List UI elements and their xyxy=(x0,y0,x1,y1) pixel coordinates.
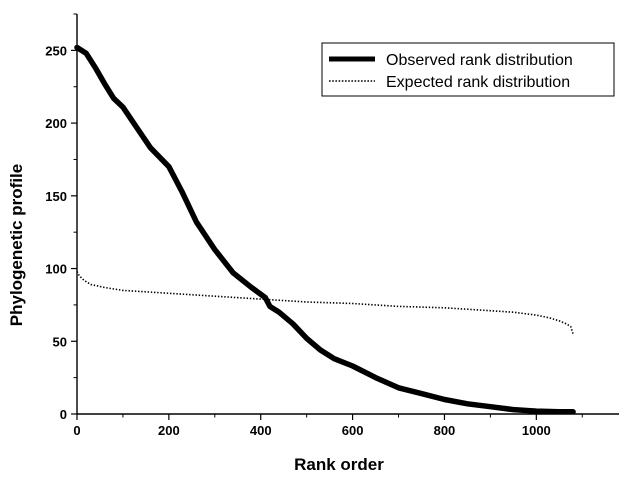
y-tick-label: 50 xyxy=(53,334,67,349)
x-tick-label: 1000 xyxy=(522,423,551,438)
x-ticks: 0 200 400 600 800 1000 xyxy=(73,414,583,438)
series-observed-line xyxy=(74,44,576,415)
plot-area xyxy=(76,14,619,415)
y-tick-label: 250 xyxy=(45,43,67,58)
legend-label-expected: Expected rank distribution xyxy=(386,74,570,91)
y-tick-label: 0 xyxy=(60,407,67,422)
legend-label-observed: Observed rank distribution xyxy=(386,52,573,69)
x-axis-title: Rank order xyxy=(294,455,384,474)
x-tick-label: 400 xyxy=(250,423,272,438)
y-axis-title: Phylogenetic profile xyxy=(7,164,26,326)
y-tick-label: 150 xyxy=(45,189,67,204)
x-tick-label: 800 xyxy=(434,423,456,438)
x-tick-label: 0 xyxy=(73,423,80,438)
legend-box xyxy=(321,42,615,97)
series-layer xyxy=(74,44,576,415)
y-ticks: 0 50 100 150 200 250 xyxy=(45,13,77,422)
y-tick-label: 100 xyxy=(45,262,67,277)
y-tick-label: 200 xyxy=(45,116,67,131)
legend: Observed rank distribution Expected rank… xyxy=(321,42,615,97)
series-expected-line xyxy=(76,271,574,335)
x-tick-label: 200 xyxy=(158,423,180,438)
x-tick-label: 600 xyxy=(342,423,364,438)
